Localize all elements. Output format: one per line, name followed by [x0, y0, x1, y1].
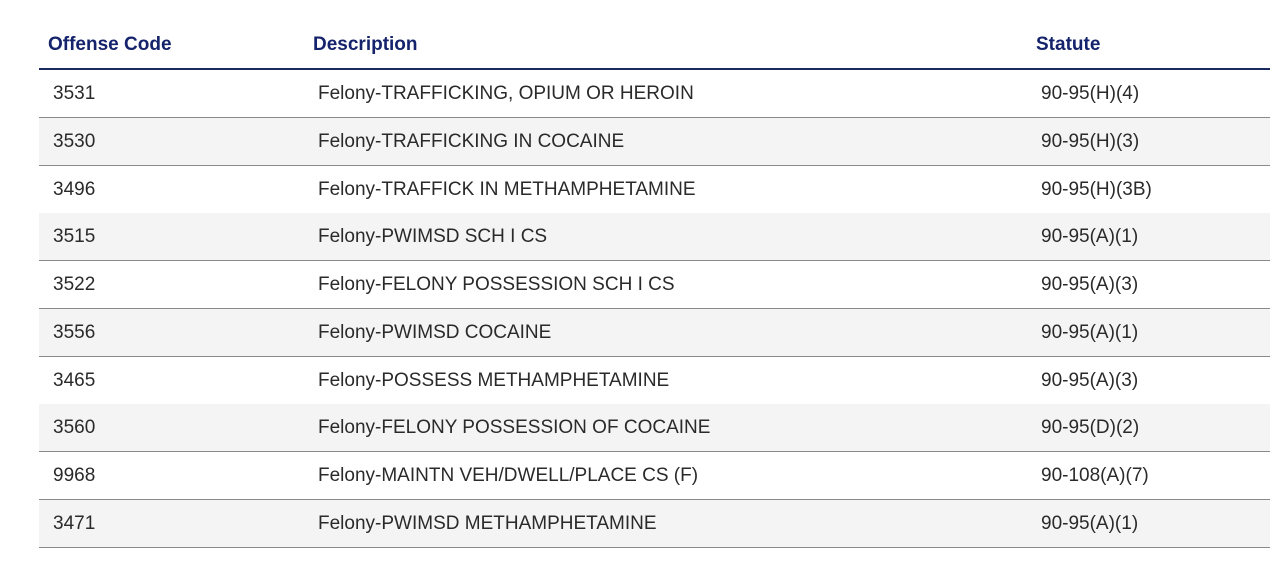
table-row: 3522 Felony-FELONY POSSESSION SCH I CS 90-…: [39, 261, 1270, 309]
offense-code-cell: 3465: [53, 369, 96, 391]
description-cell: Felony-MAINTN VEH/DWELL/PLACE CS (F): [318, 465, 699, 486]
statute-cell: 90-95(A)(1): [1041, 321, 1139, 343]
offense-code-cell: 3522: [53, 274, 96, 295]
table-row: 9968 Felony-MAINTN VEH/DWELL/PLACE CS (F)…: [39, 452, 1270, 500]
description-cell: Felony-FELONY POSSESSION OF COCAINE: [318, 417, 711, 439]
statute-cell: 90-95(A)(3): [1041, 274, 1139, 295]
description-cell: Felony-TRAFFICKING IN COCAINE: [318, 130, 625, 152]
offense-code-cell: 9968: [53, 465, 96, 486]
table-row: 3515 Felony-PWIMSD SCH I CS 90-95(A)(1): [39, 213, 1270, 262]
statute-cell: 90-95(H)(3): [1041, 130, 1140, 152]
offense-code-cell: 3531: [53, 83, 96, 104]
statute-cell: 90-95(A)(3): [1041, 369, 1139, 391]
table-row: 3471 Felony-PWIMSD METHAMPHETAMINE 90-95(A…: [39, 499, 1270, 548]
table-row: 3531 Felony-TRAFFICKING, OPIUM OR HEROIN 9…: [39, 70, 1270, 118]
table-row: 3556 Felony-PWIMSD COCAINE 90-95(A)(1): [39, 308, 1270, 357]
description-cell: Felony-POSSESS METHAMPHETAMINE: [318, 369, 670, 391]
table-row: 3560 Felony-FELONY POSSESSION OF COCAINE 9…: [39, 404, 1270, 453]
description-cell: Felony-PWIMSD COCAINE: [318, 321, 552, 343]
offense-code-cell: 3530: [53, 130, 96, 152]
statute-cell: 90-95(D)(2): [1041, 417, 1140, 439]
description-cell: Felony-PWIMSD METHAMPHETAMINE: [318, 512, 657, 534]
description-cell: Felony-TRAFFICK IN METHAMPHETAMINE: [318, 178, 696, 200]
header-offense-code: Offense Code: [48, 34, 172, 55]
offense-code-cell: 3471: [53, 512, 96, 534]
table-row: 3530 Felony-TRAFFICKING IN COCAINE 90-95(H…: [39, 117, 1270, 166]
statute-cell: 90-95(H)(4): [1041, 83, 1140, 104]
table-row: 3465 Felony-POSSESS METHAMPHETAMINE 90-95(…: [39, 357, 1270, 405]
table-header: Offense Code Description Statute: [39, 24, 1270, 70]
offense-code-cell: 3515: [53, 226, 96, 248]
header-description: Description: [313, 34, 418, 55]
description-cell: Felony-PWIMSD SCH I CS: [318, 226, 548, 248]
statute-cell: 90-95(H)(3B): [1041, 178, 1152, 200]
statute-cell: 90-108(A)(7): [1041, 465, 1149, 486]
description-cell: Felony-TRAFFICKING, OPIUM OR HEROIN: [318, 83, 694, 104]
offense-code-cell: 3556: [53, 321, 96, 343]
offense-code-cell: 3560: [53, 417, 96, 439]
table-row: 3496 Felony-TRAFFICK IN METHAMPHETAMINE 90…: [39, 166, 1270, 214]
header-statute: Statute: [1036, 34, 1101, 55]
offense-code-cell: 3496: [53, 178, 96, 200]
statute-cell: 90-95(A)(1): [1041, 512, 1139, 534]
description-cell: Felony-FELONY POSSESSION SCH I CS: [318, 274, 675, 295]
statute-cell: 90-95(A)(1): [1041, 226, 1139, 248]
